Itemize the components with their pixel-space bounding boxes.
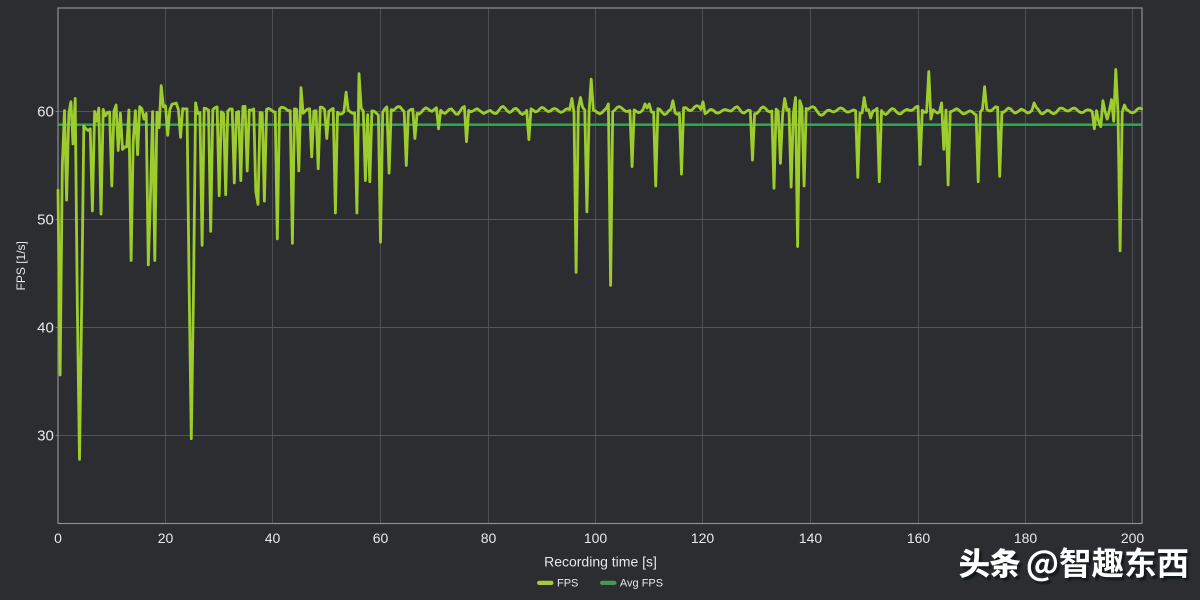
svg-text:100: 100 bbox=[584, 530, 608, 546]
svg-text:FPS [1/s]: FPS [1/s] bbox=[14, 241, 28, 290]
svg-text:FPS: FPS bbox=[557, 578, 578, 590]
svg-text:140: 140 bbox=[799, 530, 823, 546]
svg-text:180: 180 bbox=[1014, 530, 1038, 546]
svg-text:200: 200 bbox=[1121, 530, 1145, 546]
svg-text:60: 60 bbox=[37, 104, 54, 121]
svg-text:160: 160 bbox=[907, 530, 931, 546]
svg-text:60: 60 bbox=[373, 530, 389, 546]
svg-text:Avg FPS: Avg FPS bbox=[620, 578, 663, 590]
svg-text:40: 40 bbox=[37, 320, 54, 337]
svg-text:20: 20 bbox=[158, 530, 174, 546]
svg-text:Recording time [s]: Recording time [s] bbox=[544, 554, 657, 570]
svg-text:80: 80 bbox=[481, 530, 497, 546]
svg-text:40: 40 bbox=[265, 530, 281, 546]
svg-text:0: 0 bbox=[54, 530, 62, 546]
svg-text:50: 50 bbox=[37, 212, 54, 229]
svg-text:120: 120 bbox=[691, 530, 715, 546]
svg-text:30: 30 bbox=[37, 428, 54, 445]
